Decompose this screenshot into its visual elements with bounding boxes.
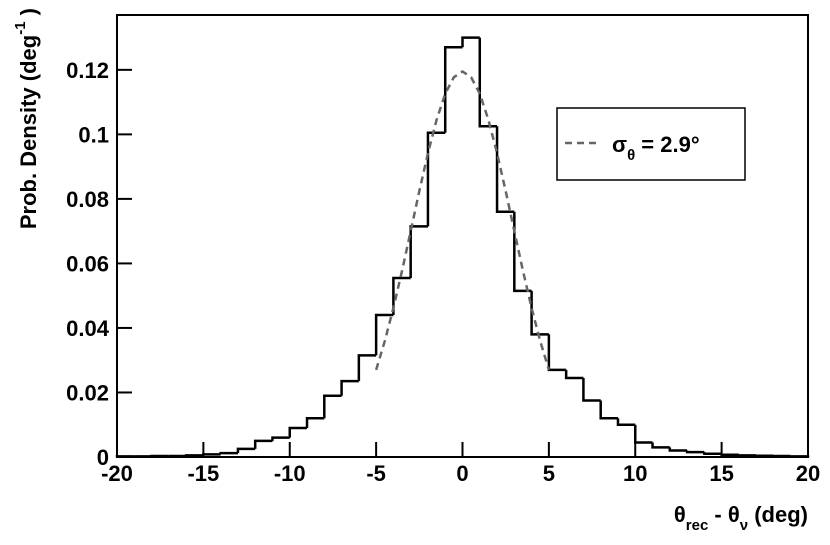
- x-tick-label: -15: [187, 461, 219, 486]
- y-tick-label: 0.06: [66, 251, 109, 276]
- x-tick-label: 20: [796, 461, 820, 486]
- label-part: rec: [686, 517, 709, 534]
- histogram-bin: [426, 131, 446, 227]
- x-tick-label: 5: [543, 461, 555, 486]
- histogram-bin: [323, 394, 342, 419]
- histogram-bin: [219, 451, 238, 455]
- histogram-bin: [374, 313, 394, 356]
- histogram-bin: [288, 426, 308, 438]
- histogram-bin: [305, 417, 325, 428]
- legend-box: [556, 107, 746, 181]
- x-tick-label: 15: [709, 461, 733, 486]
- y-tick-label: 0.04: [66, 316, 110, 341]
- histogram-bin: [634, 424, 653, 444]
- histogram-bin: [789, 455, 810, 458]
- label-part: σ: [612, 132, 627, 157]
- histogram-bin: [340, 379, 359, 396]
- histogram-bin: [184, 454, 204, 457]
- y-tick-label: 0.02: [66, 380, 109, 405]
- histogram-bin: [271, 436, 290, 441]
- histogram-bin: [409, 225, 428, 278]
- fit-curve: [374, 69, 551, 371]
- histogram-bin: [357, 354, 377, 382]
- histogram-bin: [236, 447, 256, 454]
- x-tick-label: 10: [623, 461, 647, 486]
- y-tick-label: 0.08: [66, 187, 109, 212]
- y-tick-label: 0: [97, 445, 109, 470]
- histogram-bin: [443, 46, 463, 133]
- histogram-bin: [685, 450, 705, 454]
- label-part: θ: [627, 147, 635, 164]
- histogram-bin: [115, 455, 135, 458]
- x-tick-label: -10: [274, 461, 306, 486]
- histogram-bin: [737, 454, 757, 457]
- histogram-bin: [599, 400, 618, 420]
- histogram-bin: [253, 439, 273, 449]
- histogram-bin: [202, 453, 221, 456]
- histogram-bin: [461, 36, 480, 48]
- histogram-bin: [392, 276, 411, 316]
- histogram-bin: [513, 211, 532, 293]
- y-axis-label: Prob. Density (deg-1 ): [12, 8, 41, 229]
- label-part: ν: [740, 517, 748, 534]
- histogram-bin: [668, 447, 688, 452]
- histogram-bin: [616, 418, 636, 426]
- histogram-bin: [720, 453, 739, 456]
- label-part: -1: [12, 21, 29, 34]
- plot-frame: [116, 14, 809, 458]
- y-tick-label: 0.12: [66, 58, 109, 83]
- histogram-bin: [547, 334, 567, 372]
- x-tick-label: 0: [456, 461, 468, 486]
- x-tick-label: -20: [101, 461, 133, 486]
- y-tick-label: 0.1: [78, 122, 109, 147]
- histogram-bin: [703, 452, 722, 456]
- label-part: (deg): [748, 502, 808, 527]
- label-part: θ: [674, 502, 686, 527]
- legend-label: σθ = 2.9°: [612, 132, 700, 164]
- histogram-bin: [651, 442, 670, 449]
- histogram-bin: [478, 37, 498, 128]
- label-part: = 2.9°: [635, 132, 699, 157]
- label-part: - θ: [708, 502, 739, 527]
- histogram-bin: [530, 290, 549, 336]
- histogram-bin: [582, 377, 601, 402]
- label-part: ): [16, 8, 41, 21]
- histogram-bin: [564, 369, 584, 380]
- histogram-bin: [495, 126, 515, 214]
- x-tick-label: -5: [366, 461, 386, 486]
- label-part: Prob. Density (deg: [16, 35, 41, 229]
- x-axis-label: θrec - θν (deg): [674, 502, 808, 534]
